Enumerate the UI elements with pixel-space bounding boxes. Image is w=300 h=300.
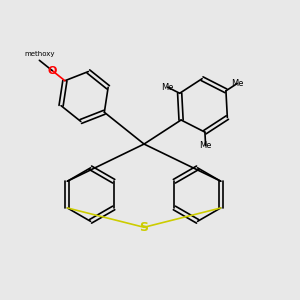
Text: Me: Me [161, 83, 174, 92]
Text: Me: Me [231, 79, 243, 88]
Text: S: S [140, 221, 148, 234]
Text: O: O [47, 65, 57, 76]
Text: Me: Me [200, 141, 212, 150]
Text: methoxy: methoxy [24, 51, 55, 57]
